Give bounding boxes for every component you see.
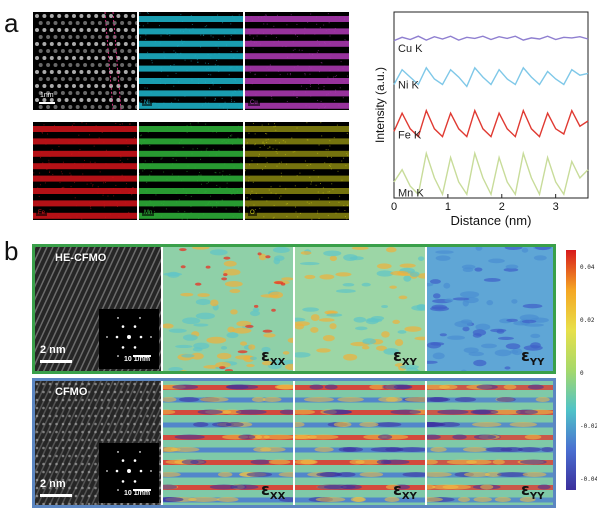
strain-colorbar xyxy=(566,250,576,490)
strain-component-label: εXY xyxy=(393,346,417,368)
strain-symbol: ε xyxy=(393,346,402,365)
elemental-map-tile: Ni xyxy=(139,12,243,110)
strain-subscript: XY xyxy=(402,491,417,502)
scale-bar-label: 2 nm xyxy=(40,344,66,356)
x-tick-label: 3 xyxy=(553,201,559,213)
series-label: Cu K xyxy=(398,43,423,55)
map-stripes xyxy=(139,122,243,220)
element-label: O xyxy=(248,210,257,216)
strain-symbol: ε xyxy=(521,480,530,499)
strain-symbol: ε xyxy=(261,480,270,499)
series-line xyxy=(394,68,588,87)
colorbar-tick-label: 0.04 xyxy=(580,264,594,271)
elemental-map-tile: O xyxy=(245,122,349,220)
elemental-map-tile: 1nm xyxy=(33,12,137,110)
element-label: Ni xyxy=(142,100,152,106)
panel-letter-b: b xyxy=(4,236,18,267)
panel-letter-a: a xyxy=(4,8,18,39)
elemental-map-tile: Cu xyxy=(245,12,349,110)
series-line xyxy=(394,111,588,137)
series-label: Mn K xyxy=(398,187,424,199)
strain-subscript: YY xyxy=(530,491,544,502)
strain-symbol: ε xyxy=(261,346,270,365)
strain-component-label: εYY xyxy=(521,346,544,368)
element-label: Mn xyxy=(142,210,154,216)
strain-subscript: XX xyxy=(270,491,285,502)
series-label: Fe K xyxy=(398,130,422,142)
series-label: Ni K xyxy=(398,79,419,91)
strain-subscript: YY xyxy=(530,357,544,368)
colorbar-tick-label: 0.02 xyxy=(580,317,594,324)
map-stripes xyxy=(245,122,349,220)
map-stripes xyxy=(139,12,243,110)
map-stripes xyxy=(245,12,349,110)
scale-bar-label: 2 nm xyxy=(40,478,66,490)
x-tick-label: 0 xyxy=(391,201,397,213)
strain-symbol: ε xyxy=(393,480,402,499)
elemental-map-tile: Fe xyxy=(33,122,137,220)
strain-symbol: ε xyxy=(521,346,530,365)
map-stripes xyxy=(33,122,137,220)
strain-subscript: XY xyxy=(402,357,417,368)
scale-bar xyxy=(40,494,72,497)
scale-label: 1nm xyxy=(38,92,56,99)
fft-scale-label: 10 1/nm xyxy=(124,356,150,363)
x-axis-label: Distance (nm) xyxy=(451,213,532,228)
strain-component-label: εXY xyxy=(393,480,417,502)
fft-scale-label: 10 1/nm xyxy=(124,490,150,497)
strain-component-label: εXX xyxy=(261,346,285,368)
scale-bar xyxy=(40,360,72,363)
colorbar-tick-label: -0.02 xyxy=(580,423,597,430)
sample-name: CFMO xyxy=(55,386,87,398)
sample-name: HE-CFMO xyxy=(55,252,106,264)
element-label: Fe xyxy=(36,210,47,216)
x-tick-label: 2 xyxy=(499,201,505,213)
strain-component-label: εXX xyxy=(261,480,285,502)
strain-subscript: XX xyxy=(270,357,285,368)
colorbar-tick-label: 0 xyxy=(580,370,584,377)
colorbar-tick-label: -0.04 xyxy=(580,476,597,483)
series-line xyxy=(394,36,588,40)
x-tick-label: 1 xyxy=(445,201,451,213)
y-axis-label: Intensity (a.u.) xyxy=(373,67,387,143)
strain-component-label: εYY xyxy=(521,480,544,502)
elemental-map-tile: Mn xyxy=(139,122,243,220)
intensity-profile-chart: 0 1 2 3 Distance (nm) Intensity (a.u.) Cu K Ni… xyxy=(360,8,594,228)
element-label: Cu xyxy=(248,100,260,106)
